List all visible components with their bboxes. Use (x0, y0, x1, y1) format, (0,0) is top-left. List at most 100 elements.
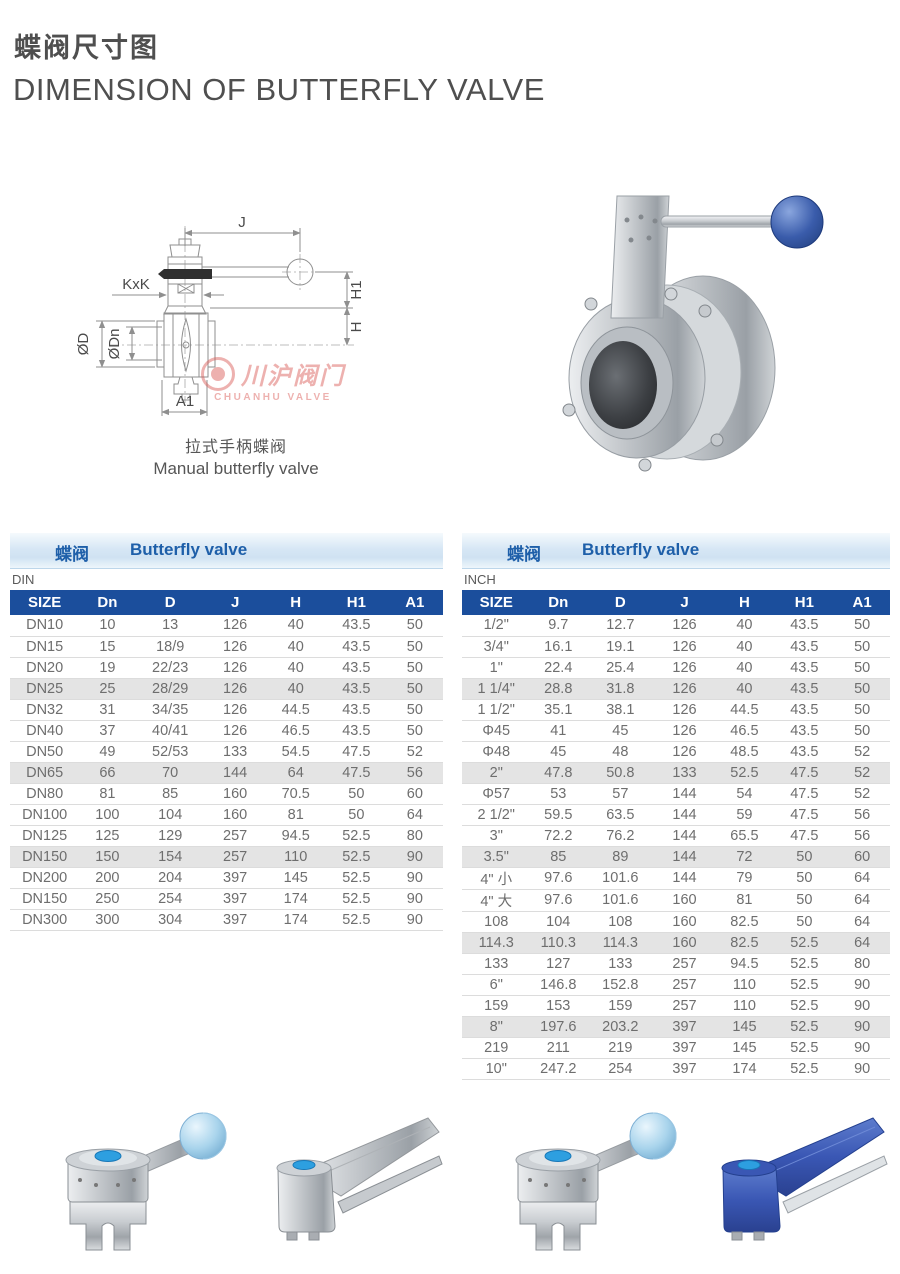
table-cell: 126 (204, 720, 266, 742)
table-cell: 397 (654, 1037, 715, 1059)
table-cell: 50 (326, 804, 387, 826)
table-cell: 18/9 (135, 636, 205, 658)
section-label-chinese: 蝶阀 (55, 545, 89, 564)
table-row: DN65 66 70 144 64 47.5 56 (10, 762, 443, 784)
table-cell: 204 (135, 867, 205, 889)
table-cell: 247.2 (530, 1058, 587, 1080)
table-cell: 150 (79, 846, 136, 868)
table-row: 108 104 108 160 82.5 50 64 (462, 911, 890, 933)
table-row: 159 153 159 257 110 52.5 90 (462, 995, 890, 1017)
table-cell: 9.7 (530, 615, 587, 637)
table-cell: 257 (654, 974, 715, 996)
blue-button (544, 1150, 572, 1162)
table-cell: 3.5" (462, 846, 531, 868)
table-cell: DN150 (10, 888, 80, 910)
section-label-english: Butterfly valve (130, 540, 248, 559)
table-cell: 40 (714, 636, 775, 658)
table-cell: 257 (204, 825, 266, 847)
table-cell: 59 (714, 804, 775, 826)
table-cell: 44.5 (265, 699, 327, 721)
table-cell: 64 (834, 889, 890, 912)
page-title-english: DIMENSION OF BUTTERFLY VALVE (13, 72, 545, 107)
table-cell: 52.5 (774, 953, 835, 975)
table-row: DN80 81 85 160 70.5 50 60 (10, 783, 443, 805)
table-cell: 50 (326, 783, 387, 805)
table-row: 133 127 133 257 94.5 52.5 80 (462, 953, 890, 975)
table-row: 3.5" 85 89 144 72 50 60 (462, 846, 890, 868)
table-cell: 304 (135, 909, 205, 931)
table-cell: 47.5 (774, 804, 835, 826)
section-label-chinese: 蝶阀 (507, 545, 541, 564)
table-cell: 81 (265, 804, 327, 826)
table-cell: 43.5 (326, 678, 387, 700)
table-row: 2 1/2" 59.5 63.5 144 59 47.5 56 (462, 804, 890, 826)
table-cell: 43.5 (326, 615, 387, 637)
ball-lever-handle-image-1 (65, 1112, 227, 1251)
table-cell: 81 (714, 889, 775, 912)
table-cell: 397 (204, 888, 266, 910)
table-row: DN150 250 254 397 174 52.5 90 (10, 888, 443, 910)
table-cell: 50 (834, 636, 890, 658)
table-cell: 50 (774, 889, 835, 912)
table-cell: 397 (204, 909, 266, 931)
table-cell: 52.5 (714, 762, 775, 784)
column-header: SIZE (462, 590, 531, 615)
table-row: DN125 125 129 257 94.5 52.5 80 (10, 825, 443, 847)
table-cell: 66 (79, 762, 136, 784)
table-row: Φ45 41 45 126 46.5 43.5 50 (462, 720, 890, 742)
table-cell: 126 (204, 678, 266, 700)
column-header: SIZE (10, 590, 80, 615)
table-cell: 200 (79, 867, 136, 889)
table-cell: 50 (774, 846, 835, 868)
table-cell: 126 (654, 657, 715, 679)
table-cell: 25 (79, 678, 136, 700)
column-header: Dn (530, 590, 587, 615)
table-cell: 126 (204, 615, 266, 637)
table-cell: 108 (462, 911, 531, 933)
table-cell: 126 (204, 636, 266, 658)
table-cell: 81 (79, 783, 136, 805)
standard-label-inch: INCH (464, 572, 496, 587)
table-cell: 48 (586, 741, 655, 763)
table-cell: 129 (135, 825, 205, 847)
table-row: DN25 25 28/29 126 40 43.5 50 (10, 678, 443, 700)
table-cell: 52 (834, 762, 890, 784)
table-row: DN150 150 154 257 110 52.5 90 (10, 846, 443, 868)
table-cell: 52.5 (774, 932, 835, 954)
column-header: H (714, 590, 775, 615)
table-cell: 114.3 (586, 932, 655, 954)
drawing-caption-english: Manual butterfly valve (153, 459, 319, 478)
table-cell: 160 (654, 932, 715, 954)
section-label-english: Butterfly valve (582, 540, 700, 559)
table-cell: 6" (462, 974, 531, 996)
table-cell: 80 (834, 953, 890, 975)
table-cell: 4" 小 (462, 867, 531, 890)
table-cell: 38.1 (586, 699, 655, 721)
table-cell: 250 (79, 888, 136, 910)
blue-button (737, 1160, 761, 1170)
table-cell: 47.5 (326, 741, 387, 763)
inch-table-header-row: SIZE Dn D J H H1 A1 (462, 590, 890, 615)
table-cell: 8" (462, 1016, 531, 1038)
table-cell: 153 (530, 995, 587, 1017)
table-cell: 144 (654, 867, 715, 890)
table-cell: 22/23 (135, 657, 205, 679)
inch-section-header: 蝶阀 Butterfly valve (462, 533, 890, 569)
table-cell: DN32 (10, 699, 80, 721)
table-cell: 174 (265, 888, 327, 910)
table-row: DN20 19 22/23 126 40 43.5 50 (10, 657, 443, 679)
column-header: A1 (386, 590, 443, 615)
table-cell: DN50 (10, 741, 80, 763)
table-cell: 52.5 (774, 1016, 835, 1038)
table-cell: 50 (834, 720, 890, 742)
table-cell: 219 (586, 1037, 655, 1059)
table-cell: 127 (530, 953, 587, 975)
table-row: DN40 37 40/41 126 46.5 43.5 50 (10, 720, 443, 742)
table-cell: 52 (386, 741, 443, 763)
table-row: 1/2" 9.7 12.7 126 40 43.5 50 (462, 615, 890, 637)
table-cell: 85 (530, 846, 587, 868)
dim-label-h1: H1 (348, 280, 365, 299)
table-cell: 94.5 (265, 825, 327, 847)
table-cell: 35.1 (530, 699, 587, 721)
table-cell: 257 (654, 953, 715, 975)
